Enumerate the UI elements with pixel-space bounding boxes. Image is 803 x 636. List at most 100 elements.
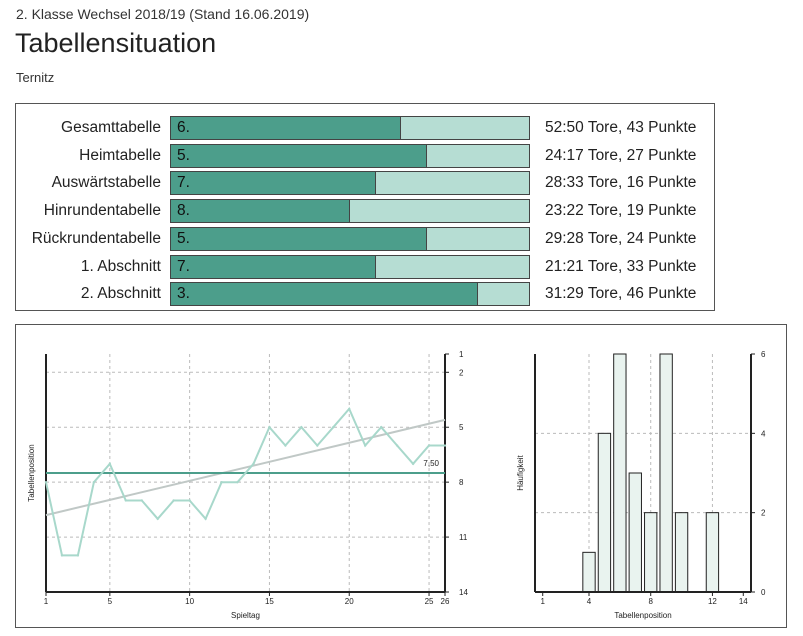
standings-bar: 3. [170, 282, 530, 307]
standings-bar: 5. [170, 226, 530, 251]
line-chart-point [92, 480, 96, 484]
line-chart-point [76, 554, 80, 557]
histogram-bar [628, 472, 642, 593]
standings-label: Hinrundentabelle [43, 202, 161, 220]
line-chart-x-tick-label: 20 [345, 597, 354, 606]
standings-row: 1. Abschnitt 7. 21:21 Tore, 33 Punkte [16, 254, 714, 279]
histogram-x-tick-label: 14 [739, 597, 748, 606]
line-chart-x-tick-label: 25 [425, 597, 434, 606]
line-chart-series-line [45, 407, 445, 557]
standings-label: Rückrundentabelle [31, 229, 161, 247]
line-chart-point [427, 444, 431, 447]
line-chart-x-tick-label: 10 [185, 597, 194, 606]
line-chart-point [443, 444, 447, 447]
histogram-bar [674, 512, 689, 593]
standings-bar-fill [171, 172, 376, 195]
standings-bar: 8. [170, 199, 530, 224]
line-chart-point [300, 426, 303, 429]
charts-panel: 1 2 5 8 11 14 1 5 10 15 20 25 26 7,50 Spieltag Tabellen… [15, 324, 787, 628]
line-chart-point [411, 462, 415, 466]
line-chart-point [284, 444, 287, 447]
line-chart-point [379, 426, 383, 429]
standings-label: 2. Abschnitt [80, 285, 161, 303]
standings-label: Gesamttabelle [61, 119, 161, 136]
line-chart-y-tick-label: 8 [459, 478, 464, 487]
line-chart-point [236, 480, 239, 484]
line-chart-point [364, 444, 367, 447]
standings-position: 7. [177, 174, 190, 192]
line-chart-xlabel: Spieltag [231, 611, 260, 620]
line-chart-point [60, 554, 64, 557]
histogram-y-tick-label: 4 [761, 429, 766, 438]
standings-stats: 31:29 Tore, 46 Punkte [545, 285, 697, 303]
histogram-x-tick-label: 4 [587, 597, 592, 606]
standings-stats: 52:50 Tore, 43 Punkte [545, 119, 697, 136]
standings-label: 1. Abschnitt [80, 257, 161, 275]
line-chart-x-tick-label: 1 [44, 597, 49, 606]
standings-bar: 7. [170, 254, 530, 279]
line-chart-point [124, 499, 128, 502]
standings-bar-fill [171, 283, 478, 306]
standings-bar: 6. [170, 116, 530, 140]
histogram-y-tick-label: 6 [761, 350, 766, 359]
standings-row: Rückrundentabelle 5. 29:28 Tore, 24 Punkte [16, 226, 714, 251]
histogram-bar [597, 432, 612, 593]
line-chart-x-tick-label: 15 [265, 597, 274, 606]
standings-position: 7. [177, 257, 190, 275]
standings-row: Heimtabelle 5. 24:17 Tore, 27 Punkte [16, 143, 714, 168]
histogram-xlabel: Tabellenposition [614, 611, 671, 620]
standings-stats: 21:21 Tore, 33 Punkte [545, 257, 697, 275]
standings-bar-fill [171, 255, 376, 278]
histogram-y-tick-label: 2 [761, 509, 766, 518]
standings-position: 8. [177, 202, 190, 220]
line-chart-point [44, 480, 48, 484]
standings-stats: 28:33 Tore, 16 Punkte [545, 174, 697, 192]
histogram-bar [644, 512, 658, 593]
season-subtitle: 2. Klasse Wechsel 2018/19 (Stand 16.06.2… [16, 6, 310, 22]
page-title: Tabellensituation [15, 28, 217, 58]
histogram-bar [705, 512, 720, 593]
line-chart-average-label: 7,50 [423, 459, 439, 468]
line-chart-x-tick-label: 26 [441, 597, 450, 606]
line-chart-y-tick-label: 14 [459, 588, 468, 597]
standings-row: 2. Abschnitt 3. 31:29 Tore, 46 Punkte [16, 282, 714, 307]
standings-bar-fill [171, 200, 350, 223]
line-chart-trend-line [45, 418, 446, 517]
line-chart-point [395, 444, 399, 447]
line-chart-point [316, 444, 319, 447]
line-chart-point [332, 426, 335, 429]
line-chart-ylabel: Tabellenposition [27, 444, 36, 501]
standings-bar-fill [171, 227, 427, 250]
histogram-bar [582, 551, 596, 593]
standings-row: Hinrundentabelle 8. 23:22 Tore, 19 Punkte [16, 199, 714, 224]
line-chart-y-tick-label: 5 [459, 423, 464, 432]
standings-position: 3. [177, 285, 190, 303]
line-chart-point [188, 499, 191, 502]
standings-bar-fill [171, 117, 401, 139]
line-chart-y-tick-label: 1 [459, 350, 464, 359]
standings-bar: 7. [170, 171, 530, 196]
line-chart-y-tick-label: 2 [459, 368, 464, 377]
histogram-bar [659, 353, 673, 593]
standings-label: Heimtabelle [79, 146, 161, 164]
standings-position: 5. [177, 229, 190, 247]
standings-panel: Gesamttabelle 6. 52:50 Tore, 43 Punkte Heim… [15, 103, 715, 311]
standings-bar-fill [171, 144, 427, 167]
line-chart-x-tick-label: 5 [108, 597, 113, 606]
standings-stats: 29:28 Tore, 24 Punkte [545, 229, 697, 247]
line-chart-point [140, 499, 143, 502]
team-name: Ternitz [16, 70, 55, 85]
histogram-ylabel: Häufigkeit [516, 454, 525, 490]
histogram-y-tick-label: 0 [761, 588, 766, 597]
line-chart-point [268, 426, 271, 429]
line-chart-y-tick-label: 11 [459, 533, 468, 542]
line-chart-point [204, 517, 207, 520]
histogram-x-tick-label: 1 [540, 597, 545, 606]
line-chart-point [252, 462, 255, 466]
standings-row: Gesamttabelle 6. 52:50 Tore, 43 Punkte [16, 116, 714, 140]
standings-row: Auswärtstabelle 7. 28:33 Tore, 16 Punkte [16, 171, 714, 196]
line-chart-point [108, 462, 112, 466]
histogram-bar [613, 353, 627, 593]
line-chart-point [156, 517, 159, 520]
